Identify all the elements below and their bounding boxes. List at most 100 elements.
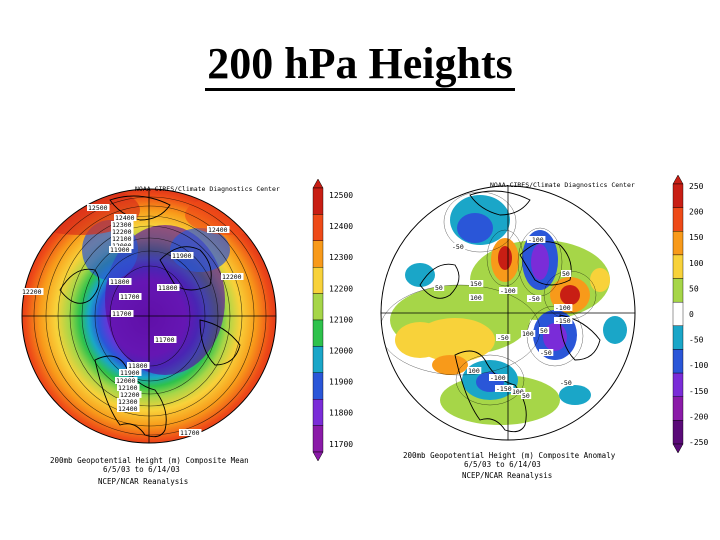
- right-colorbar-tick-label: -250: [689, 438, 708, 447]
- right-contour-label: -50: [560, 379, 572, 387]
- left-contour-label-bg: [207, 226, 230, 233]
- right-contour-label-bg: [451, 243, 466, 250]
- left-colorbar-swatch: [312, 267, 324, 294]
- left-contour-label-bg: [87, 204, 110, 211]
- left-contour-label-bg: [109, 278, 132, 285]
- right-contour-label-bg: [521, 330, 536, 337]
- left-colorbar-top-arrow: [312, 178, 324, 189]
- left-contour-label: 11900: [172, 252, 192, 260]
- right-caption-line2: 6/5/03 to 6/14/03: [464, 460, 541, 469]
- right-contour-label-bg: [539, 327, 550, 334]
- right-contour-label: -50: [452, 243, 464, 251]
- left-colorbar-tick-label: 12200: [329, 284, 353, 293]
- left-contour-label: 12100: [118, 384, 138, 392]
- right-colorbar-tick-label: 100: [689, 259, 704, 268]
- right-contour-label: -100: [528, 236, 544, 244]
- left-contour-label-bg: [119, 391, 142, 398]
- right-colorbar-tick-label: 200: [689, 208, 704, 217]
- left-contour-label: 11800: [110, 278, 130, 286]
- left-contour-label: 12400: [115, 214, 135, 222]
- right-contour-label: 100: [512, 388, 524, 396]
- right-map-outline: [380, 185, 636, 441]
- left-contour-label-bg: [117, 405, 140, 412]
- left-contour-label: 11800: [128, 362, 148, 370]
- right-caption-line3: NCEP/NCAR Reanalysis: [462, 471, 552, 480]
- left-contour-label: 12200: [120, 391, 140, 399]
- left-contour-label-bg: [115, 377, 138, 384]
- left-contour-label-bg: [111, 242, 134, 249]
- right-colorbar-swatch: [672, 325, 684, 350]
- right-contour-label: 50: [540, 327, 548, 335]
- right-colorbar-tick-label: -50: [689, 336, 704, 345]
- left-contour-label-bg: [119, 369, 142, 376]
- right-map-credit: NOAA-CIRES/Climate Diagnostics Center: [490, 181, 635, 189]
- left-caption-line2: 6/5/03 to 6/14/03: [103, 465, 180, 474]
- left-contour-label-bg: [157, 284, 180, 291]
- right-contour-label-bg: [527, 236, 546, 243]
- right-contour-label: -100: [490, 374, 506, 382]
- left-contour-label-bg: [171, 252, 194, 259]
- left-contour-label: 11700: [112, 310, 132, 318]
- left-contour-label-bg: [111, 221, 134, 228]
- right-contour-label: 50: [522, 392, 530, 400]
- right-contour-label: 150: [470, 280, 482, 288]
- right-contour-label-bg: [559, 379, 574, 386]
- right-contour-label: -100: [555, 304, 571, 312]
- left-contour-label-bg: [109, 246, 132, 253]
- right-contour-label-bg: [511, 388, 526, 395]
- left-contour-label: 11700: [155, 336, 175, 344]
- left-contour-label: 12000: [116, 377, 136, 385]
- left-contour-label: 12200: [112, 228, 132, 236]
- left-contour-label: 12100: [112, 235, 132, 243]
- right-caption-line1: 200mb Geopotential Height (m) Composite …: [403, 451, 616, 460]
- left-contour-label: 11700: [180, 429, 200, 437]
- right-contour-labels: 50-50100150-100-5050-100-150100-50-10010…: [434, 236, 574, 400]
- left-colorbar-tick-label: 12300: [329, 253, 353, 262]
- left-contour-label: 12400: [118, 405, 138, 413]
- right-colorbar-swatch: [672, 349, 684, 374]
- left-contour-label-bg: [179, 429, 202, 436]
- left-contour-label-bg: [127, 362, 150, 369]
- left-map: NOAA-CIRES/Climate Diagnostics Center 12…: [21, 185, 280, 444]
- left-colorbar-tick-label: 12100: [329, 315, 353, 324]
- right-colorbar-swatch: [672, 420, 684, 445]
- right-colorbar-tick-label: -200: [689, 412, 708, 421]
- right-colorbar-top-arrow: [672, 174, 684, 185]
- left-colorbar-tick-label: 12000: [329, 347, 353, 356]
- left-caption-line3: NCEP/NCAR Reanalysis: [98, 477, 188, 486]
- right-colorbar: 250 200 150 100 50 0 -50 -100 -150 -200 -250: [672, 174, 708, 454]
- left-contour-label-bg: [111, 235, 134, 242]
- right-contour-label: 100: [522, 330, 534, 338]
- left-colorbar-swatch: [312, 214, 324, 241]
- right-map: NOAA-CIRES/Climate Diagnostics Center 50…: [380, 181, 636, 441]
- left-caption-line1: 200mb Geopotential Height (m) Composite …: [50, 456, 249, 465]
- left-colorbar-bottom-arrow: [312, 451, 324, 462]
- right-contour-label-bg: [434, 284, 445, 291]
- left-colorbar-tick-label: 12400: [329, 222, 353, 231]
- right-contour-label: -100: [500, 287, 516, 295]
- left-contour-label-bg: [117, 384, 140, 391]
- right-contour-label: -50: [528, 295, 540, 303]
- right-colorbar-swatch: [672, 396, 684, 421]
- left-contour-label-bg: [114, 214, 137, 221]
- left-contour-label: 12300: [112, 221, 132, 229]
- left-contour-label-bg: [119, 293, 142, 300]
- right-contour-label-bg: [527, 295, 542, 302]
- right-colorbar-swatch: [672, 301, 684, 327]
- left-contour-label: 12200: [222, 273, 242, 281]
- left-colorbar-swatch: [312, 372, 324, 400]
- right-colorbar-bottom-arrow: [672, 443, 684, 454]
- right-colorbar-tick-label: 0: [689, 310, 694, 319]
- right-colorbar-swatch: [672, 207, 684, 232]
- left-contour-label: 12300: [118, 398, 138, 406]
- left-contour-label-bg: [117, 398, 140, 405]
- right-contour-label: 100: [468, 367, 480, 375]
- left-colorbar: 12500 12400 12300 12200 12100 12000 11900 11800…: [312, 178, 353, 462]
- page-title: 200 hPa Heights: [0, 38, 720, 91]
- right-contour-label: 50: [562, 270, 570, 278]
- right-colorbar-swatch: [672, 254, 684, 279]
- right-contour-label-bg: [469, 294, 484, 301]
- left-colorbar-swatch: [312, 293, 324, 321]
- right-colorbar-tick-label: 250: [689, 182, 704, 191]
